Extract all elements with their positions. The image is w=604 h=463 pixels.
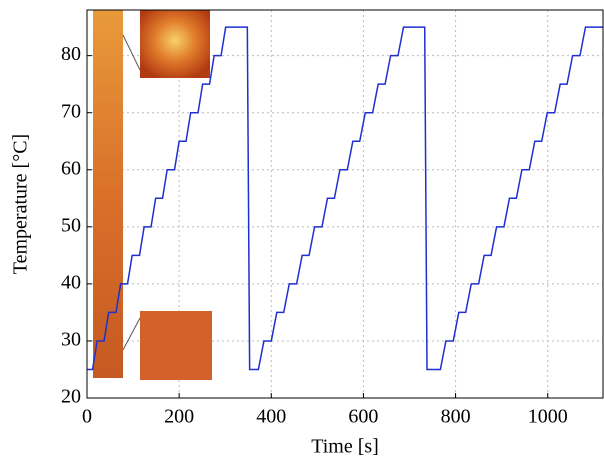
- plot: [87, 26, 603, 371]
- y-tick-label: 80: [61, 43, 81, 65]
- x-tick-label: 1000: [528, 406, 568, 428]
- x-tick-label: 600: [348, 406, 378, 428]
- y-tick-label: 20: [61, 386, 81, 408]
- inset-connector: [122, 317, 141, 351]
- x-tick-label: 800: [441, 406, 471, 428]
- y-tick-label: 60: [61, 157, 81, 179]
- x-tick-label: 400: [256, 406, 286, 428]
- y-tick-label: 30: [61, 329, 81, 351]
- y-tick-label: 40: [61, 271, 81, 293]
- inset-strip: [93, 10, 123, 378]
- y-axis-title: Temperature [°C]: [10, 134, 32, 274]
- inset-connector: [122, 34, 141, 71]
- plot-frame: [86, 9, 604, 399]
- x-tick-label: 200: [164, 406, 194, 428]
- y-tick-label: 50: [61, 214, 81, 236]
- inset-top: [140, 10, 210, 78]
- x-tick-label: 0: [82, 406, 92, 428]
- data-line: [87, 26, 603, 371]
- inset-bottom: [140, 311, 212, 380]
- y-tick-label: 70: [61, 100, 81, 122]
- inset-images: [93, 10, 212, 380]
- x-axis-title: Time [s]: [311, 436, 379, 458]
